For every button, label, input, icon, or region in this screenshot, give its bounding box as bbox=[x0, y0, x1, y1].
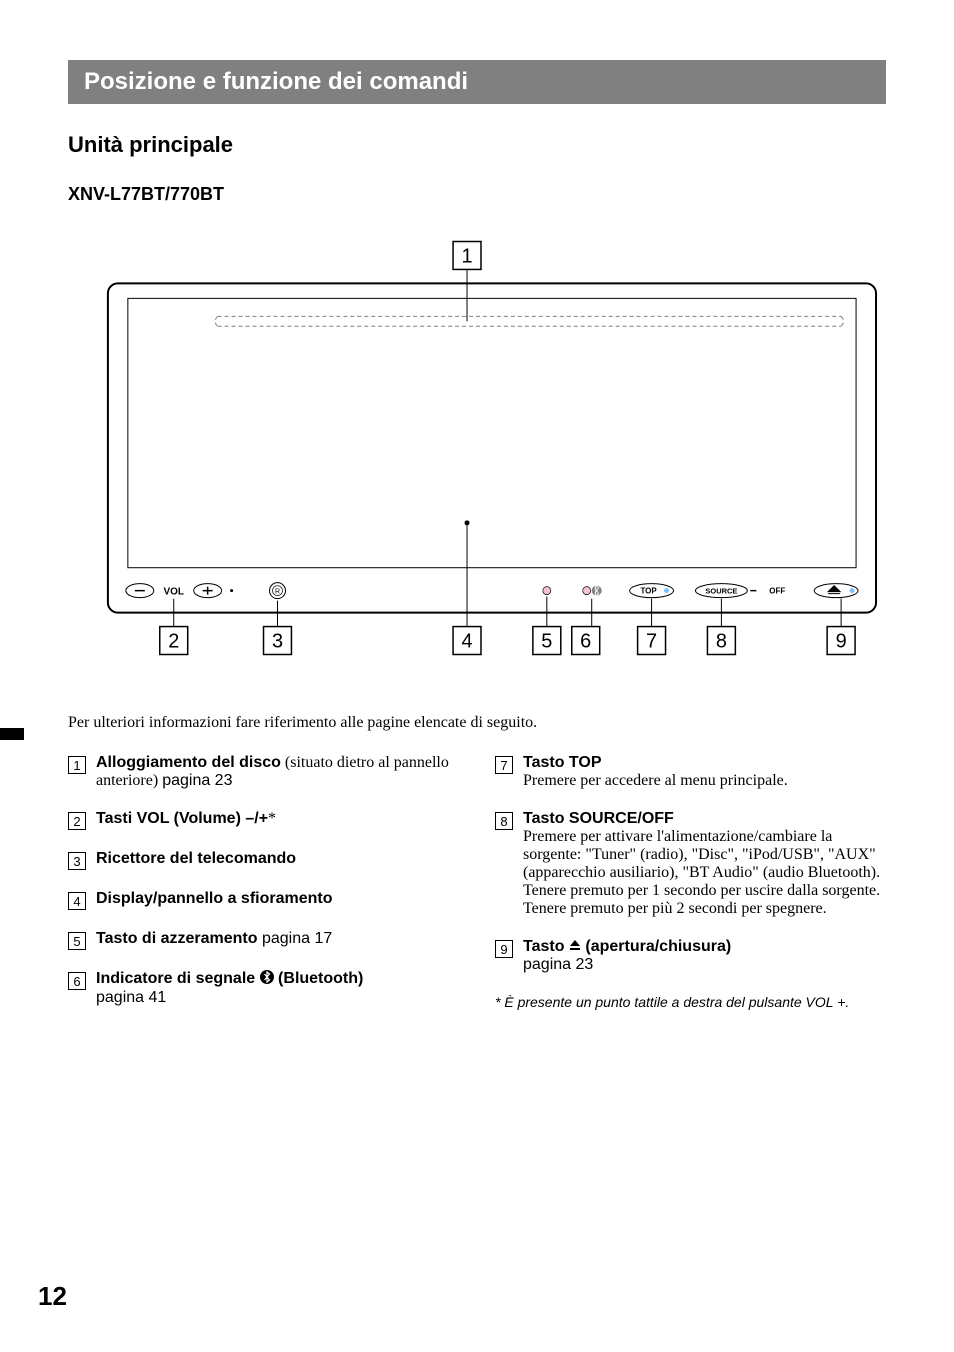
columns: 1 Alloggiamento del disco (situato dietr… bbox=[68, 754, 886, 1027]
item-num-6: 6 bbox=[68, 972, 86, 990]
svg-text:R: R bbox=[275, 589, 280, 596]
svg-text:4: 4 bbox=[461, 631, 472, 653]
left-column: 1 Alloggiamento del disco (situato dietr… bbox=[68, 754, 459, 1027]
item-num-8: 8 bbox=[495, 812, 513, 830]
item-2-title: Tasti VOL (Volume) –/+ bbox=[96, 810, 268, 827]
intro-text: Per ulteriori informazioni fare riferime… bbox=[68, 714, 886, 732]
item-3-title: Ricettore del telecomando bbox=[96, 850, 296, 867]
page-number: 12 bbox=[38, 1281, 67, 1312]
section-title: Unità principale bbox=[68, 132, 886, 158]
svg-text:8: 8 bbox=[716, 631, 727, 653]
header-bar: Posizione e funzione dei comandi bbox=[68, 60, 886, 104]
item-6-title-b: (Bluetooth) bbox=[274, 970, 364, 987]
svg-text:1: 1 bbox=[461, 245, 472, 267]
item-9-title-a: Tasto bbox=[523, 938, 569, 955]
item-num-5: 5 bbox=[68, 932, 86, 950]
item-7: 7 Tasto TOP Premere per accedere al menu… bbox=[495, 754, 886, 790]
item-4-title: Display/pannello a sfioramento bbox=[96, 890, 333, 907]
svg-text:6: 6 bbox=[580, 631, 591, 653]
svg-text:SOURCE: SOURCE bbox=[705, 587, 737, 596]
item-6-page: pagina 41 bbox=[96, 989, 166, 1006]
item-1-page: pagina 23 bbox=[162, 772, 232, 789]
item-9-page: pagina 23 bbox=[523, 956, 593, 973]
item-8: 8 Tasto SOURCE/OFF Premere per attivare … bbox=[495, 810, 886, 918]
item-num-3: 3 bbox=[68, 852, 86, 870]
item-1-title: Alloggiamento del disco bbox=[96, 754, 281, 771]
item-num-2: 2 bbox=[68, 812, 86, 830]
svg-text:OFF: OFF bbox=[769, 587, 785, 596]
eject-icon bbox=[569, 938, 581, 956]
item-num-4: 4 bbox=[68, 892, 86, 910]
device-diagram: VOL R TOP SOURCE OFF 1 bbox=[68, 223, 886, 673]
item-4: 4 Display/pannello a sfioramento bbox=[68, 890, 459, 910]
svg-text:2: 2 bbox=[168, 631, 179, 653]
svg-text:3: 3 bbox=[272, 631, 283, 653]
svg-text:7: 7 bbox=[646, 631, 657, 653]
item-9-title-b: (apertura/chiusura) bbox=[581, 938, 731, 955]
item-2: 2 Tasti VOL (Volume) –/+* bbox=[68, 810, 459, 830]
item-6-title-a: Indicatore di segnale bbox=[96, 970, 260, 987]
item-7-title: Tasto TOP bbox=[523, 754, 602, 771]
item-8-desc: Premere per attivare l'alimentazione/cam… bbox=[523, 828, 880, 917]
svg-text:VOL: VOL bbox=[163, 587, 184, 598]
svg-text:9: 9 bbox=[836, 631, 847, 653]
model-title: XNV-L77BT/770BT bbox=[68, 184, 886, 205]
item-num-9: 9 bbox=[495, 940, 513, 958]
item-7-desc: Premere per accedere al menu principale. bbox=[523, 772, 788, 789]
item-5: 5 Tasto di azzeramento pagina 17 bbox=[68, 930, 459, 950]
svg-text:TOP: TOP bbox=[640, 587, 657, 596]
item-8-title: Tasto SOURCE/OFF bbox=[523, 810, 674, 827]
svg-text:5: 5 bbox=[541, 631, 552, 653]
item-2-asterisk: * bbox=[268, 810, 276, 827]
bluetooth-icon bbox=[260, 970, 274, 989]
right-column: 7 Tasto TOP Premere per accedere al menu… bbox=[495, 754, 886, 1027]
side-tab bbox=[0, 728, 24, 740]
item-3: 3 Ricettore del telecomando bbox=[68, 850, 459, 870]
item-5-page: pagina 17 bbox=[258, 930, 333, 947]
item-num-1: 1 bbox=[68, 756, 86, 774]
footnote: * È presente un punto tattile a destra d… bbox=[495, 994, 886, 1010]
item-1: 1 Alloggiamento del disco (situato dietr… bbox=[68, 754, 459, 790]
item-5-title: Tasto di azzeramento bbox=[96, 930, 258, 947]
item-9: 9 Tasto (apertura/chiusura) pagina 23 bbox=[495, 938, 886, 974]
item-6: 6 Indicatore di segnale (Bluetooth) pagi… bbox=[68, 970, 459, 1007]
item-num-7: 7 bbox=[495, 756, 513, 774]
